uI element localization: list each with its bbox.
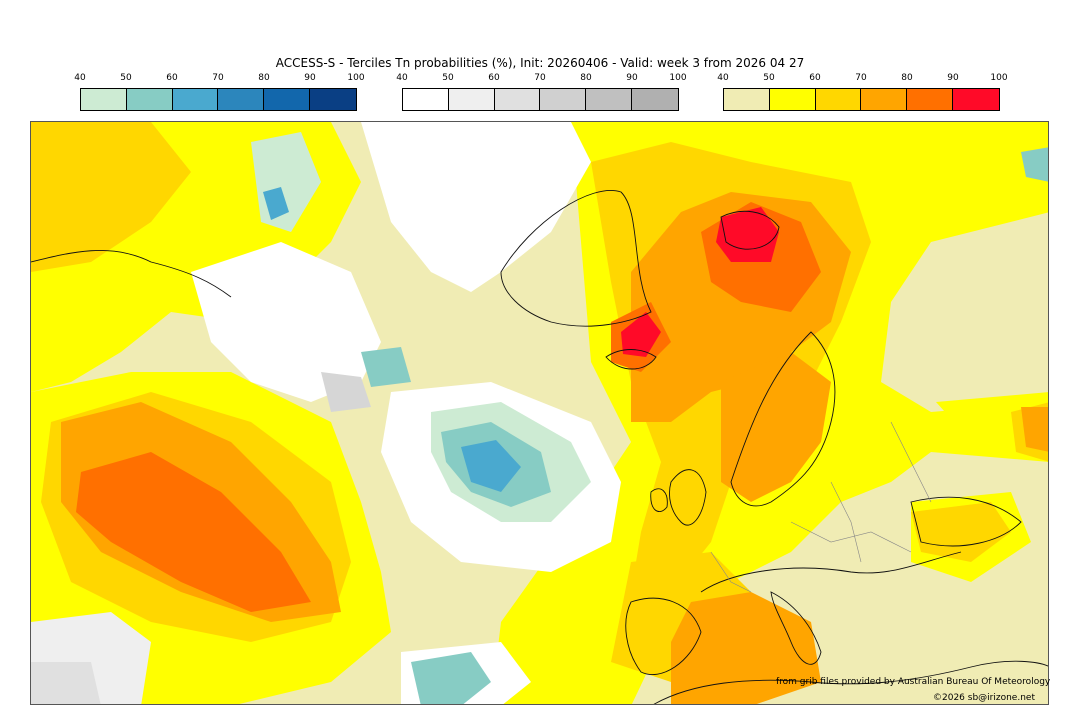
colorbar-swatch <box>769 89 816 110</box>
coastline-greenland <box>500 190 652 327</box>
colorbar-swatch <box>172 89 219 110</box>
red-area-iceland <box>621 312 661 357</box>
colorbar-swatch <box>264 89 311 110</box>
tick-label: 80 <box>258 73 270 83</box>
dark-orange-area-atlantic <box>76 452 311 612</box>
source-credit: from grib files provided by Australian B… <box>776 677 1051 687</box>
blue-area-mid-atlantic <box>461 440 521 492</box>
gold-area-labrador <box>31 122 191 272</box>
colorbar-swatch <box>632 89 678 110</box>
tick-label: 50 <box>120 73 132 83</box>
teal-area-labrador <box>361 347 411 387</box>
tick-label: 90 <box>304 73 316 83</box>
teal-area-northeast <box>1021 147 1048 182</box>
coastline-britain <box>669 469 707 526</box>
grey-area-southwest-inner <box>31 662 101 704</box>
white-area-arctic <box>361 122 591 292</box>
colorbar-swatch <box>310 89 356 110</box>
coastline-italy <box>770 591 822 665</box>
tick-label: 80 <box>580 73 592 83</box>
tick-label: 100 <box>990 73 1008 83</box>
blue-area-baffin <box>263 187 289 220</box>
tick-label: 70 <box>212 73 224 83</box>
copyright-credit: ©2026 sb@irizone.net <box>933 693 1035 703</box>
tick-label: 50 <box>442 73 454 83</box>
gold-area-balkans <box>911 502 1011 562</box>
colorbar-above-normal: 40 50 60 70 80 90 100 <box>717 73 1008 113</box>
tick-label: 50 <box>763 73 775 83</box>
borders <box>710 421 932 593</box>
teal-area-south <box>411 652 491 704</box>
tick-label: 100 <box>347 73 365 83</box>
colorbar-swatch <box>586 89 633 110</box>
coastline-europe <box>700 551 962 593</box>
border-line <box>710 551 752 593</box>
coastline-north-africa <box>653 660 1048 704</box>
colorbar-swatch <box>907 89 954 110</box>
tick-label: 70 <box>534 73 546 83</box>
colorbar-swatch <box>540 89 587 110</box>
colorbar-swatch <box>724 89 770 110</box>
grey-area-newfoundland <box>321 372 371 412</box>
coastlines <box>31 190 1048 704</box>
tick-label: 60 <box>488 73 500 83</box>
coastline-iberia <box>625 597 702 676</box>
coastline-scandinavia <box>730 331 836 507</box>
colorbar-near-normal: 40 50 60 70 80 90 100 <box>396 73 687 113</box>
colorbar-swatch <box>403 89 449 110</box>
colorbar-swatch <box>815 89 862 110</box>
border-line <box>790 521 912 553</box>
coastline-ireland <box>650 488 668 512</box>
border-line <box>830 481 862 563</box>
orange-area-scandinavia <box>721 352 831 502</box>
chart-title: ACCESS-S - Terciles Tn probabilities (%)… <box>275 56 805 70</box>
colorbar-below-normal: 40 50 60 70 80 90 100 <box>74 73 365 113</box>
colorbar-swatch <box>494 89 541 110</box>
coastline-svalbard <box>720 210 780 250</box>
tick-label: 100 <box>669 73 687 83</box>
map-canvas <box>31 122 1048 704</box>
tick-label: 90 <box>626 73 638 83</box>
white-area-labrador-sea <box>191 242 381 402</box>
colorbar-ticks: 40 50 60 70 80 90 100 <box>74 73 364 87</box>
tick-label: 40 <box>74 73 86 83</box>
colorbar-swatches <box>80 88 357 111</box>
colorbar-swatches <box>723 88 1000 111</box>
tick-label: 40 <box>717 73 729 83</box>
border-line <box>890 421 932 503</box>
tick-label: 80 <box>901 73 913 83</box>
colorbar-swatch <box>448 89 495 110</box>
colorbar-swatch <box>953 89 999 110</box>
colorbar-ticks: 40 50 60 70 80 90 100 <box>717 73 1007 87</box>
colorbar-swatch <box>126 89 173 110</box>
orange-area-east <box>1021 407 1048 452</box>
red-area-svalbard <box>716 207 779 262</box>
colorbar-swatch <box>81 89 127 110</box>
probability-map <box>30 121 1049 705</box>
orange-area-mediterranean <box>671 592 821 704</box>
tick-label: 60 <box>809 73 821 83</box>
tick-label: 70 <box>855 73 867 83</box>
coastline-labrador <box>31 250 232 298</box>
coastline-black-sea <box>910 496 1022 547</box>
colorbar-swatches <box>402 88 679 111</box>
colorbar-swatch <box>218 89 265 110</box>
tick-label: 60 <box>166 73 178 83</box>
colorbar-swatch <box>861 89 908 110</box>
coastline-iceland <box>605 349 657 370</box>
tick-label: 40 <box>396 73 408 83</box>
tick-label: 90 <box>947 73 959 83</box>
colorbar-ticks: 40 50 60 70 80 90 100 <box>396 73 686 87</box>
